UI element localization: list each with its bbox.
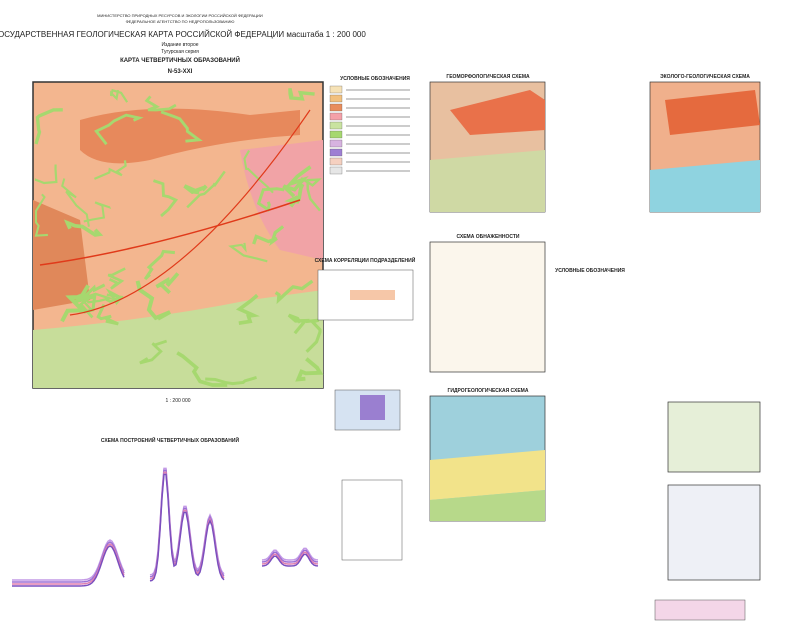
river — [105, 288, 124, 306]
river — [300, 177, 322, 212]
hydro-title: ГИДРОГЕОЛОГИЧЕСКАЯ СХЕМА — [448, 388, 529, 394]
series: Тугурская серия — [161, 49, 199, 55]
map-zone — [80, 108, 300, 164]
legend-swatch — [329, 166, 343, 175]
legend — [329, 85, 410, 175]
river — [256, 187, 285, 213]
small-map — [667, 401, 761, 473]
map-title: КАРТА ЧЕТВЕРТИЧНЫХ ОБРАЗОВАНИЙ — [120, 56, 240, 64]
map-zone — [450, 90, 545, 135]
small-map — [667, 484, 761, 581]
river — [61, 178, 90, 227]
river — [34, 108, 63, 145]
legend-swatch — [329, 130, 343, 139]
river — [34, 193, 48, 237]
legend-swatch — [329, 103, 343, 112]
stamp-table — [654, 599, 746, 621]
river — [83, 201, 112, 223]
frame-scheme — [341, 479, 403, 561]
map-zone — [430, 150, 545, 212]
map-zone — [650, 160, 760, 212]
river — [144, 95, 177, 112]
legend-swatch — [329, 121, 343, 130]
sheet-number: N-53-XXI — [168, 69, 193, 75]
profiles — [12, 467, 319, 587]
river — [282, 165, 312, 198]
geomorph-title: ГЕОМОРФОЛОГИЧЕСКАЯ СХЕМА — [446, 74, 530, 80]
sheet-title: ГОСУДАРСТВЕННАЯ ГЕОЛОГИЧЕСКАЯ КАРТА РОСС… — [0, 30, 366, 39]
river — [139, 339, 168, 365]
middle-legend-title: УСЛОВНЫЕ ОБОЗНАЧЕНИЯ — [555, 268, 625, 274]
legend-swatch — [329, 85, 343, 94]
correlation-cells — [350, 290, 395, 300]
legend-swatch — [329, 112, 343, 121]
legend-swatch — [329, 157, 343, 166]
agency: ФЕДЕРАЛЬНОЕ АГЕНТСТВО ПО НЕДРОПОЛЬЗОВАНИ… — [126, 19, 235, 24]
legend-swatch — [329, 139, 343, 148]
river — [186, 170, 226, 209]
profile-line — [261, 547, 319, 561]
profile-title: СХЕМА ПОСТРОЕНИЙ ЧЕТВЕРТИЧНЫХ ОБРАЗОВАНИ… — [101, 436, 240, 444]
river — [205, 376, 257, 386]
middle-map — [429, 241, 546, 373]
fault — [69, 109, 311, 316]
river — [152, 179, 179, 218]
map-zone — [240, 140, 323, 260]
river — [63, 219, 104, 237]
river — [135, 280, 171, 321]
profile-line — [261, 549, 319, 563]
river-network — [34, 87, 324, 387]
river — [155, 272, 180, 295]
river — [96, 303, 119, 326]
river — [235, 293, 260, 325]
river — [93, 160, 127, 180]
map-zone — [430, 490, 545, 521]
river — [176, 351, 228, 387]
river — [109, 88, 129, 103]
river — [288, 87, 315, 101]
ecogeo-title: ЭКОЛОГО-ГЕОЛОГИЧЕСКАЯ СХЕМА — [660, 74, 750, 80]
fault — [39, 199, 301, 266]
river — [243, 150, 274, 194]
index-map-zone — [360, 395, 385, 420]
river — [94, 113, 144, 146]
river — [295, 357, 324, 382]
river — [143, 249, 176, 281]
river — [284, 183, 305, 208]
river — [274, 279, 314, 305]
ministry: МИНИСТЕРСТВО ПРИРОДНЫХ РЕСУРСОВ И ЭКОЛОГ… — [97, 13, 263, 18]
river — [183, 184, 208, 195]
middle-title: СХЕМА ОБНАЖЕННОСТИ — [456, 234, 519, 240]
edition: Издание второе — [161, 42, 198, 48]
legend-title: УСЛОВНЫЕ ОБОЗНАЧЕНИЯ — [340, 76, 410, 82]
scale: 1 : 200 000 — [165, 398, 190, 404]
river — [107, 267, 126, 290]
profile-line — [12, 545, 125, 587]
legend-swatch — [329, 148, 343, 157]
legend-swatch — [329, 94, 343, 103]
profile-line — [149, 473, 225, 582]
profile-line — [261, 553, 319, 567]
river — [287, 313, 310, 335]
river — [160, 110, 203, 143]
profile-line — [261, 551, 319, 565]
river — [252, 225, 285, 246]
river — [60, 284, 90, 323]
river — [228, 242, 268, 263]
correlation-title: СХЕМА КОРРЕЛЯЦИИ ПОДРАЗДЕЛЕНИЙ — [315, 256, 416, 264]
map-zone — [665, 90, 760, 135]
river — [34, 164, 58, 185]
map-zone — [430, 450, 545, 500]
